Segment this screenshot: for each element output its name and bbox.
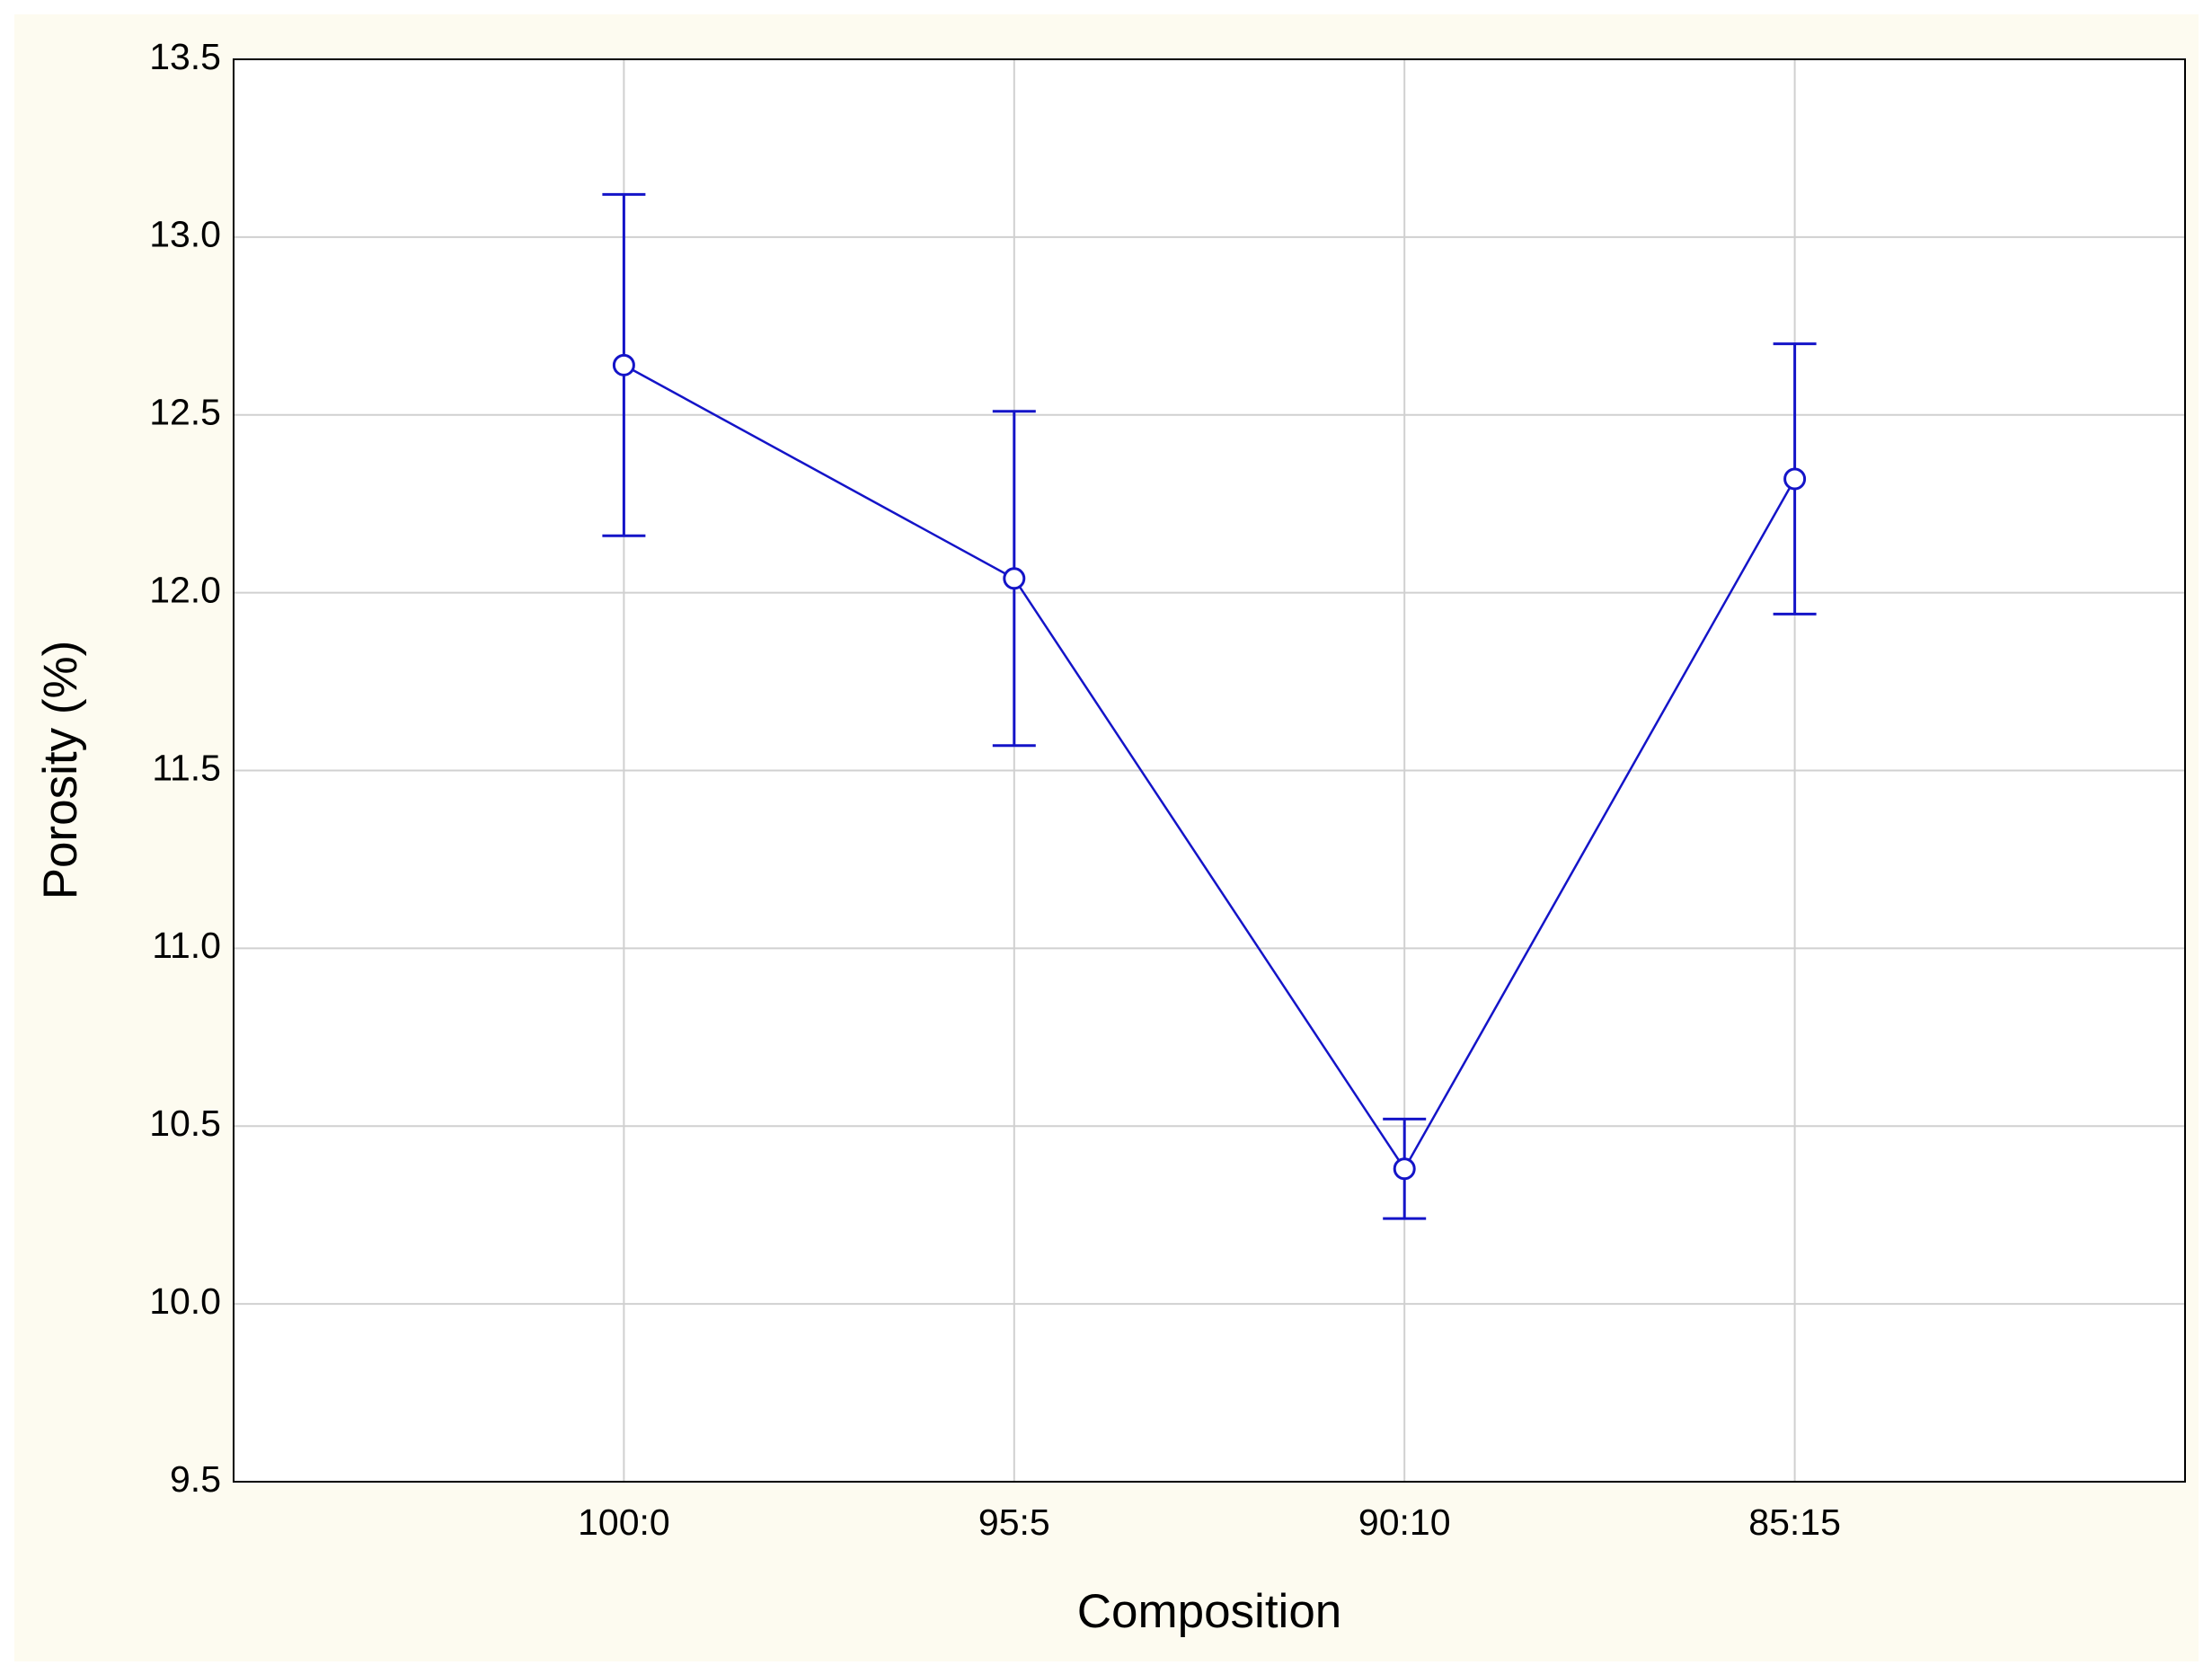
y-tick-label: 10.5 — [149, 1103, 221, 1144]
marks — [602, 192, 1817, 1220]
y-tick-label: 12.0 — [149, 569, 221, 610]
data-point — [1783, 467, 1807, 491]
line — [623, 364, 1796, 1172]
x-axis-title: Composition — [1077, 1585, 1342, 1638]
y-tick-label: 11.5 — [152, 747, 221, 788]
y-tick-label: 10.0 — [149, 1280, 221, 1322]
data-point — [1393, 1157, 1416, 1181]
x-tick-label: 90:10 — [1358, 1501, 1451, 1543]
plot-frame — [233, 58, 2186, 1483]
data-point — [1003, 567, 1026, 590]
y-tick-label: 12.5 — [149, 392, 221, 433]
data-point — [612, 353, 635, 376]
y-tick-label: 9.5 — [170, 1458, 221, 1500]
y-tick-label: 13.0 — [149, 214, 221, 255]
x-tick-label: 100:0 — [578, 1501, 670, 1543]
y-axis-title: Porosity (%) — [34, 641, 87, 900]
y-tick-label: 13.5 — [149, 36, 221, 77]
grid — [234, 58, 2185, 1483]
x-tick-label: 85:15 — [1748, 1501, 1841, 1543]
x-tick-label: 95:5 — [978, 1501, 1050, 1543]
y-tick-label: 11.0 — [152, 925, 221, 966]
